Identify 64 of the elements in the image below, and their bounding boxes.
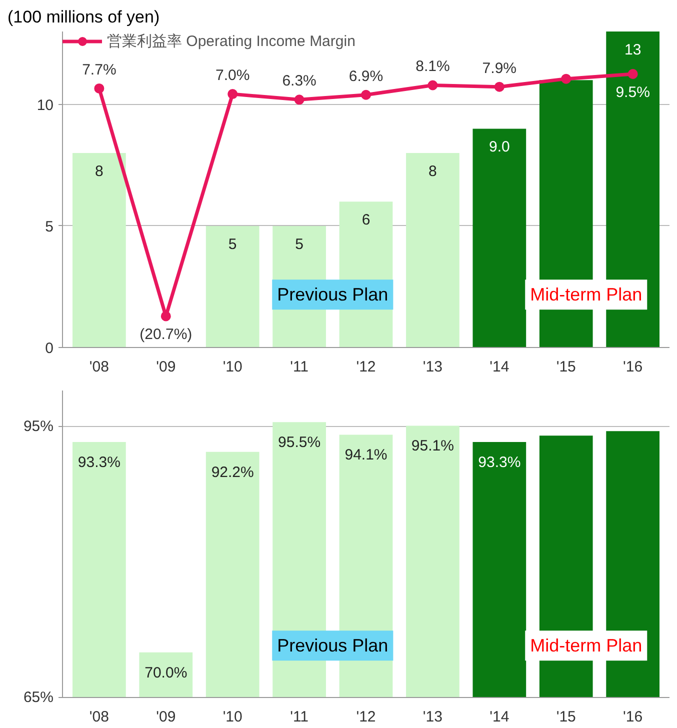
- y-tick-label: 95%: [23, 418, 54, 436]
- annotation: Mid-term Plan: [530, 284, 642, 305]
- point: [628, 69, 638, 79]
- x-tick-label: '13: [422, 358, 442, 376]
- data-label: 9.0: [488, 138, 510, 156]
- data-label: 7.0%: [216, 67, 250, 84]
- x-tick-label: '16: [623, 358, 643, 376]
- point: [494, 82, 504, 92]
- data-label: 92.2%: [211, 464, 254, 481]
- x-tick-label: '11: [290, 358, 309, 376]
- data-label: 5: [228, 236, 237, 253]
- data-label: (20.7%): [140, 326, 192, 344]
- x-tick-label: '13: [422, 708, 442, 726]
- data-label: 70.0%: [144, 664, 188, 682]
- data-label: 9.5%: [616, 84, 650, 102]
- bar: [72, 153, 126, 348]
- x-tick-label: '12: [356, 708, 376, 726]
- y-tick-label: 10: [36, 96, 54, 114]
- annotation: Mid-term Plan: [530, 636, 642, 656]
- point: [160, 311, 171, 322]
- y-tick-label: 0: [45, 340, 54, 357]
- data-label: 93.3%: [78, 454, 120, 471]
- annotation: Previous Plan: [277, 284, 388, 305]
- point: [561, 74, 572, 84]
- bar: [206, 226, 260, 348]
- annotation: Previous Plan: [277, 636, 388, 656]
- x-tick-label: '09: [156, 708, 176, 726]
- x-tick-label: '11: [290, 708, 309, 726]
- data-label: 95.5%: [278, 434, 321, 452]
- point: [428, 80, 438, 90]
- x-tick-label: '08: [89, 358, 109, 376]
- data-label: 7.7%: [82, 61, 116, 78]
- x-tick-label: '12: [356, 358, 376, 376]
- data-label: 6.3%: [282, 72, 316, 90]
- x-tick-label: '10: [222, 708, 242, 726]
- x-tick-label: '16: [623, 708, 643, 726]
- y-tick-label: 65%: [23, 689, 54, 706]
- data-label: 7.9%: [482, 60, 517, 77]
- x-tick-label: '09: [156, 358, 176, 376]
- data-label: 6.9%: [348, 68, 384, 85]
- legend-label: 営業利益率 Operating Income Margin: [107, 32, 356, 50]
- point: [294, 94, 304, 105]
- bar: [472, 128, 526, 348]
- x-tick-label: '08: [89, 708, 109, 726]
- data-label: 8.1%: [416, 58, 450, 76]
- y-tick-label: 5: [45, 218, 54, 236]
- point: [228, 89, 238, 100]
- point: [361, 90, 371, 100]
- bar: [406, 153, 460, 348]
- data-label: 13: [624, 42, 642, 58]
- text: (100 millions of yen): [8, 8, 160, 26]
- data-label: 5: [295, 236, 304, 253]
- x-tick-label: '14: [490, 358, 510, 376]
- data-label: 6: [362, 212, 370, 229]
- data-label: 8: [428, 163, 437, 180]
- data-label: 93.3%: [478, 454, 521, 471]
- x-tick-label: '10: [222, 358, 242, 376]
- x-tick-label: '15: [556, 358, 576, 376]
- data-label: 8: [95, 163, 104, 180]
- x-tick-label: '14: [490, 708, 510, 726]
- data-label: 94.1%: [344, 446, 388, 464]
- data-label: 95.1%: [411, 438, 454, 455]
- x-tick-label: '15: [556, 708, 576, 726]
- point: [94, 83, 104, 94]
